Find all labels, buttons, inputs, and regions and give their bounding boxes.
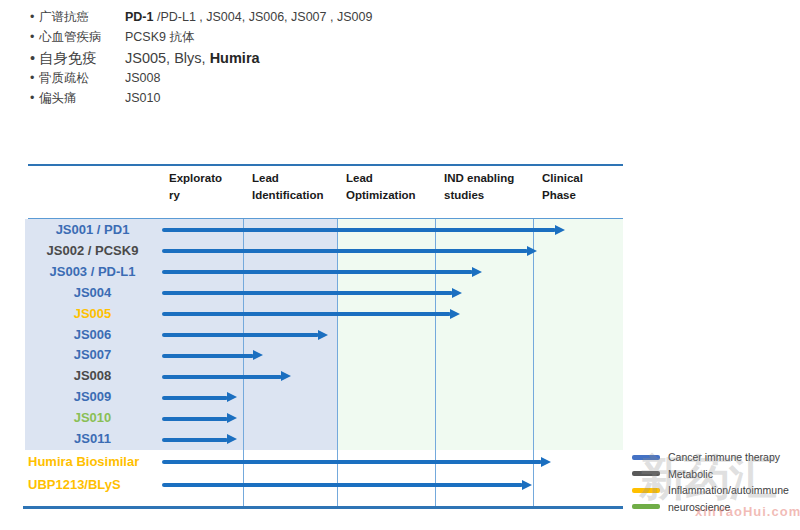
pipeline-row: JS006 bbox=[0, 325, 800, 346]
column-header-line: Clinical bbox=[542, 170, 634, 187]
column-header: ClinicalPhase bbox=[542, 170, 634, 204]
row-label: Humira Biosimilar bbox=[25, 451, 160, 473]
row-label: JS008 bbox=[25, 366, 160, 387]
column-header: LeadIdentification bbox=[252, 170, 344, 204]
legend-color-dash bbox=[632, 455, 660, 460]
pipeline-row: JS002 / PCSK9 bbox=[0, 241, 800, 262]
column-header-line: Identification bbox=[252, 187, 344, 204]
progress-arrow bbox=[162, 417, 228, 421]
progress-arrow-head bbox=[527, 246, 537, 256]
progress-arrow bbox=[162, 333, 319, 337]
column-header-line: ry bbox=[169, 187, 261, 204]
column-header-line: Phase bbox=[542, 187, 634, 204]
row-label: JS004 bbox=[25, 283, 160, 304]
progress-arrow bbox=[162, 354, 254, 358]
pipeline-row: JS003 / PD-L1 bbox=[0, 262, 800, 283]
progress-arrow bbox=[162, 460, 542, 464]
legend-color-dash bbox=[632, 504, 660, 509]
progress-arrow-head bbox=[555, 225, 565, 235]
chart-bottom-border bbox=[23, 506, 623, 509]
row-label: JS005 bbox=[25, 304, 160, 325]
row-label: JS001 / PD1 bbox=[25, 220, 160, 241]
progress-arrow-head bbox=[318, 330, 328, 340]
progress-arrow bbox=[162, 375, 282, 379]
pipeline-row: JS001 / PD1 bbox=[0, 220, 800, 241]
progress-arrow-head bbox=[541, 457, 551, 467]
progress-arrow bbox=[162, 483, 523, 487]
legend-item: neuroscience bbox=[632, 499, 789, 516]
progress-arrow bbox=[162, 270, 473, 274]
row-label: JS007 bbox=[25, 345, 160, 366]
progress-arrow-head bbox=[227, 413, 237, 423]
pipeline-row: JS004 bbox=[0, 283, 800, 304]
progress-arrow-head bbox=[227, 392, 237, 402]
progress-arrow-head bbox=[253, 350, 263, 360]
row-label: JS006 bbox=[25, 325, 160, 346]
legend-label: Cancer immune therapy bbox=[668, 451, 780, 463]
row-label: UBP1213/BLyS bbox=[25, 474, 160, 496]
column-header-line: Lead bbox=[346, 170, 438, 187]
legend-item: Cancer immune therapy bbox=[632, 449, 789, 466]
progress-arrow bbox=[162, 291, 453, 295]
row-label: JS009 bbox=[25, 387, 160, 408]
progress-arrow bbox=[162, 249, 528, 253]
progress-arrow bbox=[162, 312, 451, 316]
column-header-line: Explorato bbox=[169, 170, 261, 187]
progress-arrow-head bbox=[227, 434, 237, 444]
progress-arrow bbox=[162, 228, 556, 232]
column-header-line: Optimization bbox=[346, 187, 438, 204]
progress-arrow-head bbox=[450, 309, 460, 319]
pipeline-row: JS010 bbox=[0, 408, 800, 429]
pipeline-row: JS008 bbox=[0, 366, 800, 387]
pipeline-row: JS005 bbox=[0, 304, 800, 325]
progress-arrow bbox=[162, 396, 228, 400]
legend: Cancer immune therapy Metabolic Inflammati… bbox=[632, 449, 789, 515]
column-header-line: Lead bbox=[252, 170, 344, 187]
column-header: IND enablingstudies bbox=[444, 170, 536, 204]
column-header-line: IND enabling bbox=[444, 170, 536, 187]
progress-arrow-head bbox=[281, 371, 291, 381]
pipeline-row: JS009 bbox=[0, 387, 800, 408]
progress-arrow bbox=[162, 438, 228, 442]
column-header: LeadOptimization bbox=[346, 170, 438, 204]
legend-label: Inflammation/autoimmune bbox=[668, 484, 789, 496]
legend-color-dash bbox=[632, 488, 660, 493]
legend-color-dash bbox=[632, 471, 660, 476]
column-header: Exploratory bbox=[169, 170, 261, 204]
pipeline-row: JS007 bbox=[0, 345, 800, 366]
chart-top-border bbox=[28, 164, 623, 166]
row-label: JS011 bbox=[25, 429, 160, 450]
row-label: JS010 bbox=[25, 408, 160, 429]
pipeline-row: JS011 bbox=[0, 429, 800, 450]
row-label: JS002 / PCSK9 bbox=[25, 241, 160, 262]
progress-arrow-head bbox=[452, 288, 462, 298]
column-header-line: studies bbox=[444, 187, 536, 204]
progress-arrow-head bbox=[472, 267, 482, 277]
legend-item: Metabolic bbox=[632, 466, 789, 483]
legend-item: Inflammation/autoimmune bbox=[632, 482, 789, 499]
legend-label: Metabolic bbox=[668, 468, 713, 480]
progress-arrow-head bbox=[522, 480, 532, 490]
row-label: JS003 / PD-L1 bbox=[25, 262, 160, 283]
legend-label: neuroscience bbox=[668, 501, 730, 513]
